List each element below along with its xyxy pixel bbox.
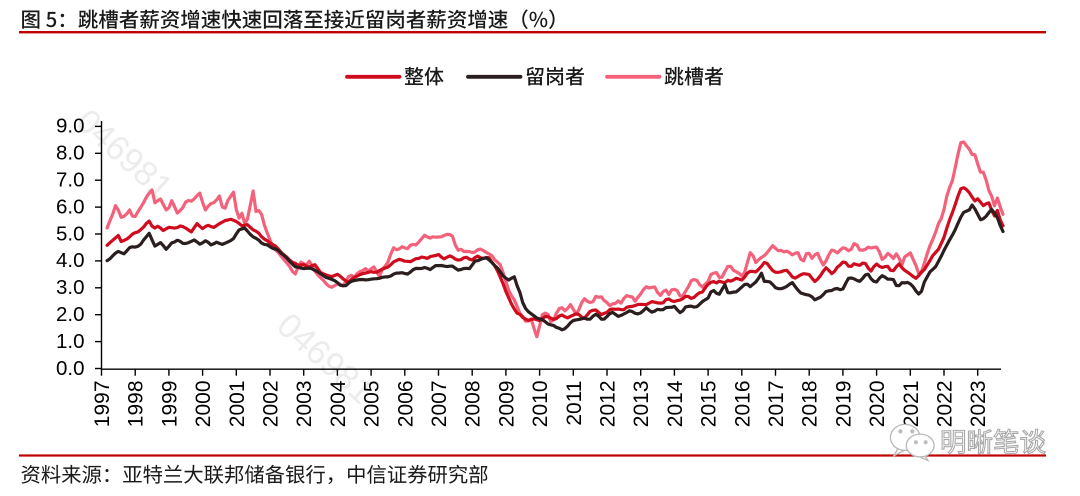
svg-text:2008: 2008 xyxy=(462,381,485,428)
svg-text:1998: 1998 xyxy=(125,381,148,428)
svg-text:1999: 1999 xyxy=(158,381,181,428)
svg-text:2019: 2019 xyxy=(832,381,855,428)
svg-text:2021: 2021 xyxy=(900,381,923,428)
svg-text:2018: 2018 xyxy=(799,381,822,428)
svg-text:2007: 2007 xyxy=(428,381,451,428)
svg-text:2010: 2010 xyxy=(529,381,552,428)
svg-text:5.0: 5.0 xyxy=(56,222,85,245)
svg-text:2.0: 2.0 xyxy=(56,303,85,326)
svg-text:3.0: 3.0 xyxy=(56,276,85,299)
svg-text:2009: 2009 xyxy=(495,381,518,428)
svg-text:6.0: 6.0 xyxy=(56,195,85,218)
svg-text:4.0: 4.0 xyxy=(56,249,85,272)
svg-text:1997: 1997 xyxy=(91,381,114,428)
svg-text:8.0: 8.0 xyxy=(56,142,85,165)
svg-text:2012: 2012 xyxy=(597,381,620,428)
svg-text:2000: 2000 xyxy=(192,381,215,428)
svg-text:7.0: 7.0 xyxy=(56,169,85,192)
svg-text:2023: 2023 xyxy=(967,381,990,428)
svg-text:2006: 2006 xyxy=(394,381,417,428)
svg-text:2001: 2001 xyxy=(226,381,249,428)
svg-text:1.0: 1.0 xyxy=(56,330,85,353)
svg-text:2020: 2020 xyxy=(866,381,889,428)
svg-text:2022: 2022 xyxy=(934,381,957,428)
svg-text:2017: 2017 xyxy=(765,381,788,428)
svg-text:2013: 2013 xyxy=(630,381,653,428)
svg-text:0.0: 0.0 xyxy=(56,357,85,380)
svg-text:2003: 2003 xyxy=(293,381,316,428)
svg-text:2005: 2005 xyxy=(361,381,384,428)
svg-text:9.0: 9.0 xyxy=(56,115,85,138)
svg-text:2016: 2016 xyxy=(731,381,754,428)
svg-text:2004: 2004 xyxy=(327,380,350,427)
svg-text:2002: 2002 xyxy=(260,381,283,428)
svg-text:2014: 2014 xyxy=(664,380,687,427)
svg-text:2011: 2011 xyxy=(563,381,586,426)
svg-text:2015: 2015 xyxy=(698,381,721,428)
